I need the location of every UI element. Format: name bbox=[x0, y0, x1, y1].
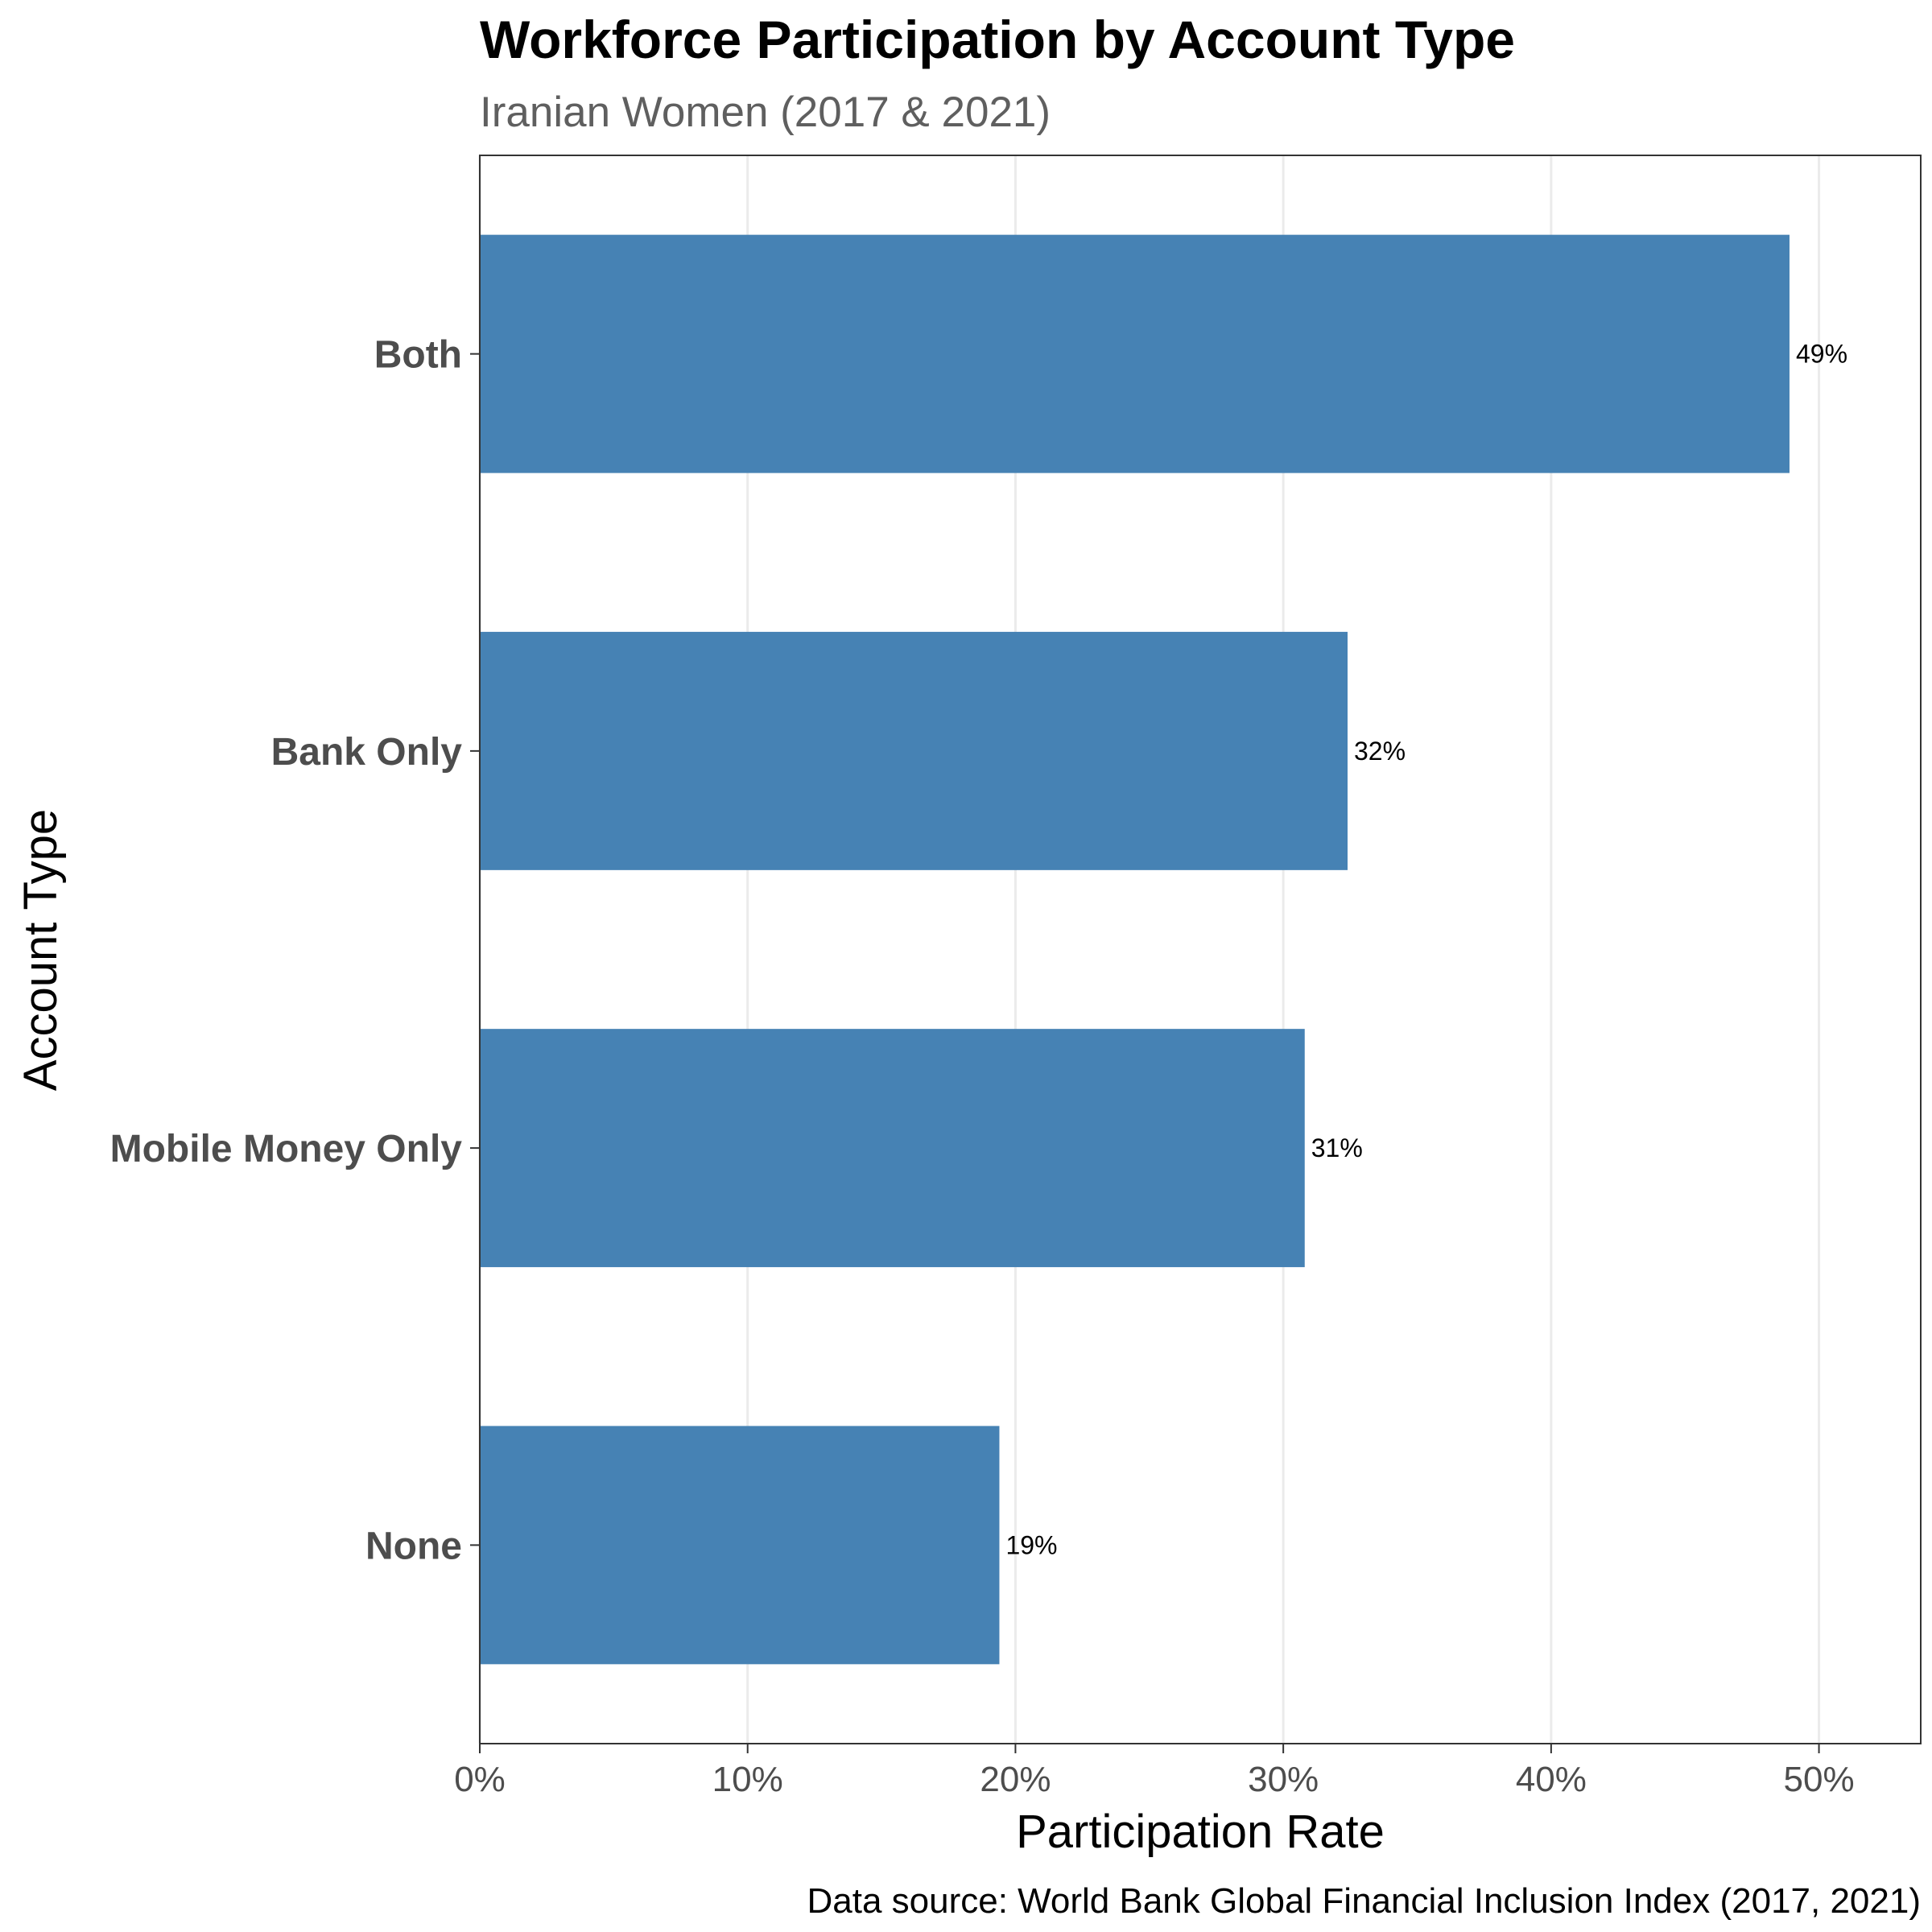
bars bbox=[480, 234, 1790, 1665]
bar-bank-only bbox=[480, 631, 1348, 870]
y-tick-label-both: Both bbox=[374, 334, 462, 377]
chart-subtitle: Iranian Women (2017 & 2021) bbox=[480, 89, 1051, 136]
data-label-both: 49% bbox=[1796, 340, 1847, 369]
x-tick-label-5: 50% bbox=[1784, 1760, 1855, 1799]
y-tick-label-none: None bbox=[365, 1525, 462, 1567]
y-tick-label-mobile-money-only: Mobile Money Only bbox=[110, 1128, 463, 1170]
bar-none bbox=[480, 1426, 1000, 1665]
panel-border bbox=[479, 155, 1922, 1744]
y-axis: Both Bank Only Mobile Money Only None bbox=[110, 334, 480, 1567]
data-label-mobile-money-only: 31% bbox=[1311, 1133, 1363, 1162]
chart-caption: Data source: World Bank Global Financial… bbox=[807, 1881, 1921, 1921]
x-tick-label-2: 20% bbox=[980, 1760, 1051, 1799]
data-labels: 49% 32% 31% 19% bbox=[1005, 340, 1847, 1560]
x-axis-title: Participation Rate bbox=[1016, 1806, 1385, 1858]
bar-both bbox=[480, 234, 1790, 473]
chart-title: Workforce Participation by Account Type bbox=[480, 10, 1515, 69]
data-label-bank-only: 32% bbox=[1354, 737, 1406, 766]
x-tick-label-3: 30% bbox=[1248, 1760, 1319, 1799]
data-label-none: 19% bbox=[1005, 1530, 1057, 1559]
x-tick-label-0: 0% bbox=[454, 1760, 506, 1799]
x-tick-label-4: 40% bbox=[1516, 1760, 1587, 1799]
y-axis-title: Account Type bbox=[14, 809, 67, 1091]
x-tick-label-1: 10% bbox=[712, 1760, 783, 1799]
y-tick-label-bank-only: Bank Only bbox=[271, 731, 463, 774]
x-axis: 0% 10% 20% 30% 40% 50% bbox=[454, 1744, 1855, 1799]
bar-mobile-money-only bbox=[480, 1029, 1305, 1268]
